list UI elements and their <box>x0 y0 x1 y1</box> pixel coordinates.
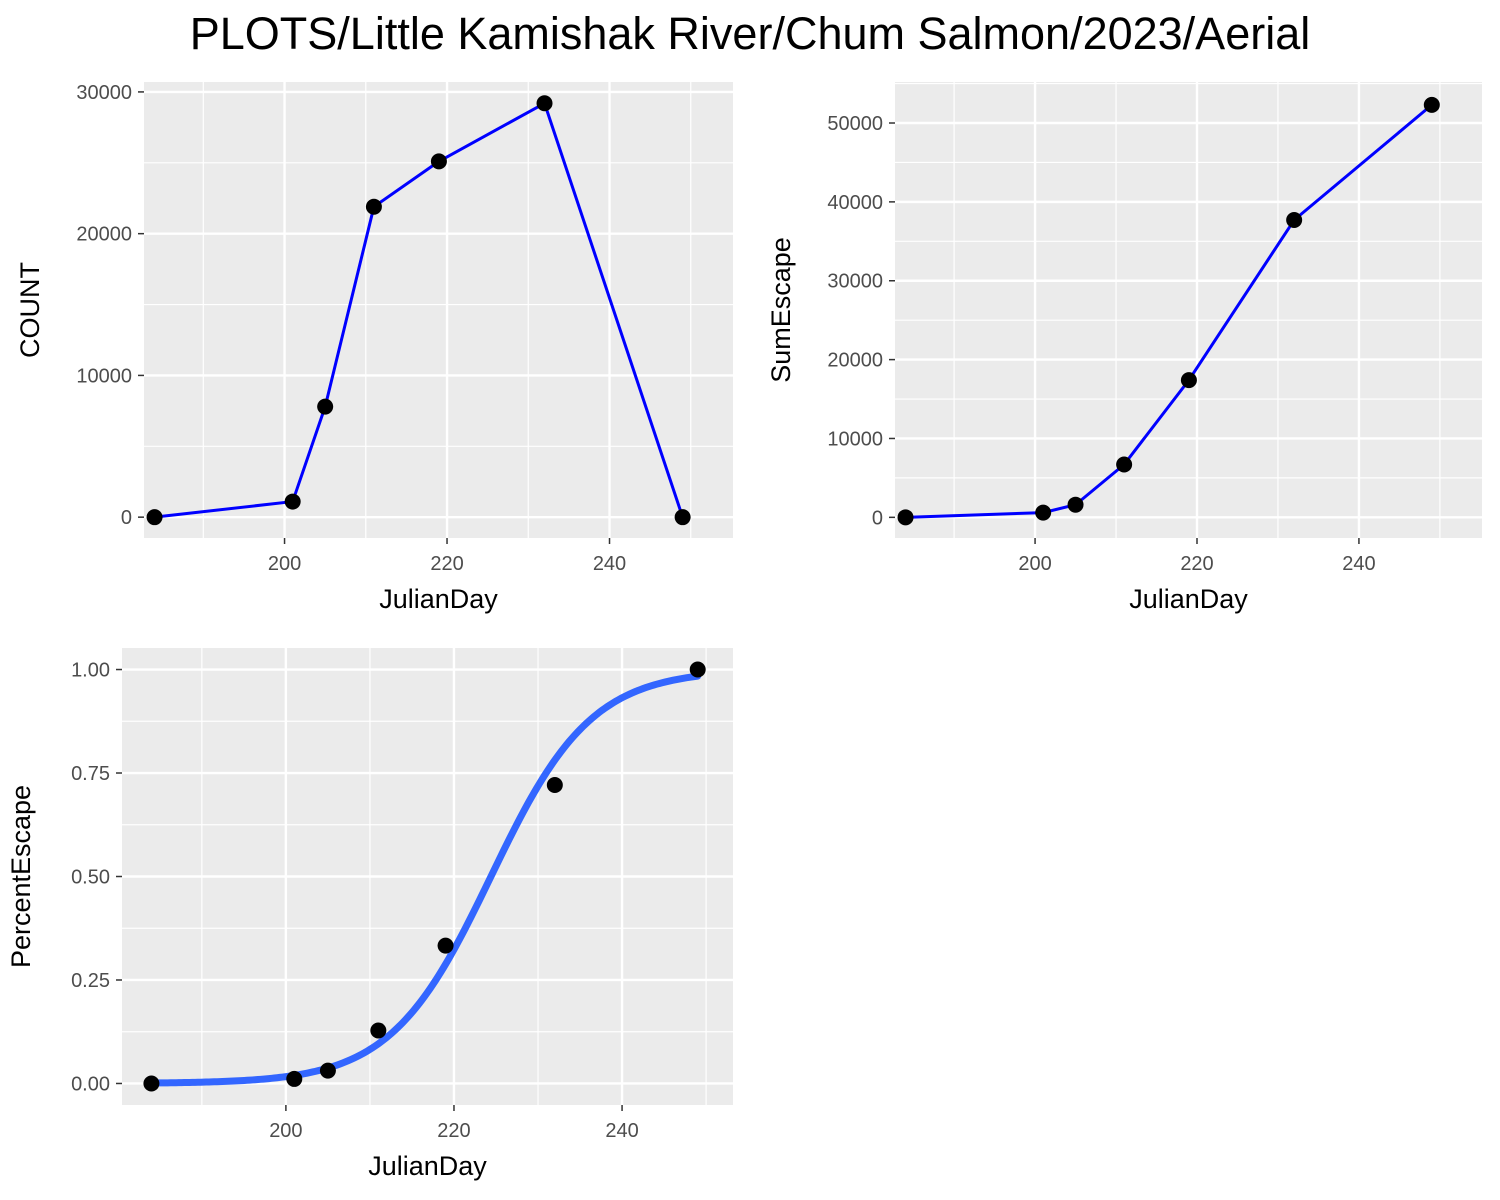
data-point <box>546 777 563 794</box>
data-point <box>689 661 706 678</box>
data-point <box>365 198 382 215</box>
data-point <box>897 509 914 526</box>
x-tick-label: 220 <box>1180 553 1213 575</box>
x-axis-title: JulianDay <box>1129 584 1248 614</box>
y-tick-label: 0.75 <box>71 763 110 785</box>
data-point <box>143 1075 160 1092</box>
data-point <box>1067 496 1084 513</box>
data-point <box>319 1062 336 1079</box>
x-tick-label: 240 <box>1342 553 1375 575</box>
y-tick-label: 10000 <box>827 428 883 450</box>
data-point <box>1116 456 1133 473</box>
y-tick-label: 1.00 <box>71 660 110 682</box>
y-axis-title: PercentEscape <box>6 785 36 968</box>
x-tick-label: 240 <box>593 553 626 575</box>
y-tick-label: 0.00 <box>71 1073 110 1095</box>
x-tick-label: 200 <box>269 1120 302 1142</box>
chart-panel-percentescape: 200 220 240 0.00 0.25 0.50 0.75 1.00 JulianDay Pe… <box>6 648 733 1181</box>
data-point <box>286 1070 303 1087</box>
panel-background <box>895 82 1482 538</box>
data-point <box>437 937 454 954</box>
x-tick-label: 200 <box>268 553 301 575</box>
y-axis-title: COUNT <box>15 262 45 358</box>
data-point <box>146 509 163 526</box>
panel-background <box>144 82 733 538</box>
chart-panel-count: 200 220 240 0 10000 20000 30000 JulianDay COUNT <box>15 82 733 614</box>
y-tick-label: 40000 <box>827 192 883 214</box>
data-point <box>317 398 334 415</box>
x-tick-label: 220 <box>430 553 463 575</box>
data-point <box>430 153 447 170</box>
y-tick-label: 20000 <box>76 224 132 246</box>
y-tick-label: 50000 <box>827 113 883 135</box>
y-axis-title: SumEscape <box>766 237 796 383</box>
fit-curve <box>147 672 702 1087</box>
data-point <box>370 1022 387 1039</box>
y-tick-label: 30000 <box>827 271 883 293</box>
y-tick-label: 0 <box>872 507 883 529</box>
y-tick-label: 0.50 <box>71 867 110 889</box>
data-point <box>674 509 691 526</box>
x-tick-label: 220 <box>437 1120 470 1142</box>
x-tick-label: 240 <box>605 1120 638 1142</box>
y-tick-label: 0 <box>121 507 132 529</box>
x-axis-title: JulianDay <box>368 1151 487 1181</box>
x-axis-title: JulianDay <box>379 584 498 614</box>
data-point <box>284 493 301 510</box>
data-point <box>536 95 553 112</box>
page-title: PLOTS/Little Kamishak River/Chum Salmon/… <box>189 8 1311 59</box>
y-tick-label: 0.25 <box>71 970 110 992</box>
chart-panel-sumescape: 200 220 240 0 10000 20000 30000 40000 50000 Julia… <box>766 82 1482 614</box>
x-tick-label: 200 <box>1018 553 1051 575</box>
y-tick-label: 10000 <box>76 365 132 387</box>
data-point <box>1286 212 1303 229</box>
data-point <box>1180 372 1197 389</box>
data-point <box>1423 96 1440 113</box>
data-point <box>1035 504 1052 521</box>
y-tick-label: 20000 <box>827 350 883 372</box>
y-tick-label: 30000 <box>76 82 132 104</box>
